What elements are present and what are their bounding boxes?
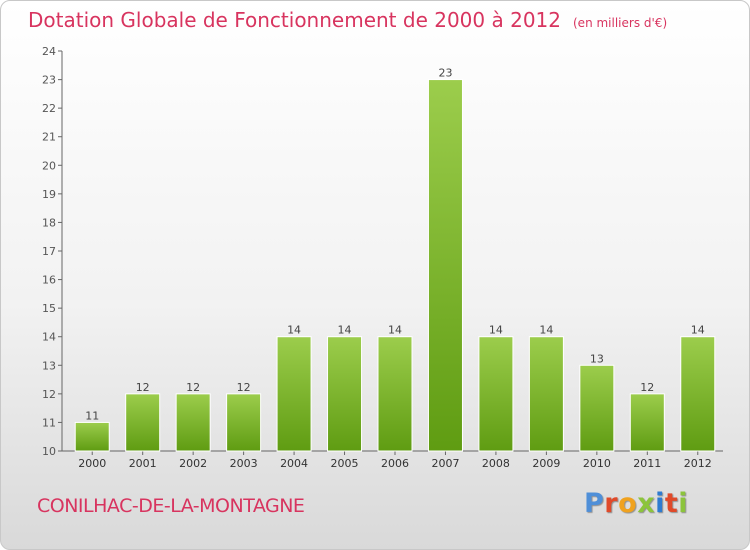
y-tick-label: 18 (42, 216, 56, 229)
y-tick-label: 17 (42, 245, 56, 258)
y-tick-label: 10 (42, 445, 56, 458)
bar-2001 (125, 393, 161, 452)
data-label-2003: 12 (237, 381, 251, 394)
data-label-2012: 14 (691, 324, 705, 337)
data-label-2007: 23 (438, 67, 452, 80)
bar-2007 (427, 79, 463, 452)
y-tick-label: 11 (42, 416, 56, 429)
y-tick-label: 14 (42, 331, 56, 344)
y-tick-label: 16 (42, 274, 56, 287)
x-tick-label-2003: 2003 (230, 457, 258, 470)
bar-2006 (377, 336, 413, 452)
data-label-2001: 12 (136, 381, 150, 394)
bar-2008 (478, 336, 514, 452)
bar-2000 (74, 421, 110, 452)
x-tick-label-2004: 2004 (280, 457, 308, 470)
y-tick-label: 21 (42, 131, 56, 144)
y-tick-label: 15 (42, 302, 56, 315)
x-tick-label-2012: 2012 (684, 457, 712, 470)
x-tick-label-2007: 2007 (431, 457, 459, 470)
data-label-2004: 14 (287, 324, 301, 337)
y-tick-label: 19 (42, 188, 56, 201)
x-tick-label-2005: 2005 (331, 457, 359, 470)
bar-2012 (680, 336, 716, 452)
bar-2010 (579, 364, 615, 452)
y-tick-label: 13 (42, 359, 56, 372)
bar-2009 (528, 336, 564, 452)
data-label-2011: 12 (640, 381, 654, 394)
bar-2004 (276, 336, 312, 452)
chart-title: Dotation Globale de Fonctionnement de 20… (28, 8, 561, 32)
y-tick-label: 12 (42, 388, 56, 401)
x-tick-label-2000: 2000 (78, 457, 106, 470)
x-tick-label-2001: 2001 (129, 457, 157, 470)
data-label-2000: 11 (85, 409, 99, 422)
x-tick-label-2008: 2008 (482, 457, 510, 470)
x-tick-label-2011: 2011 (633, 457, 661, 470)
x-tick-label-2010: 2010 (583, 457, 611, 470)
chart-unit: (en milliers d'€) (573, 16, 668, 30)
data-label-2002: 12 (186, 381, 200, 394)
data-label-2006: 14 (388, 324, 402, 337)
data-label-2010: 13 (590, 352, 604, 365)
x-tick-label-2006: 2006 (381, 457, 409, 470)
y-tick-label: 20 (42, 159, 56, 172)
proxiti-logo: Proxiti (584, 488, 689, 519)
y-tick-label: 22 (42, 102, 56, 115)
bar-2005 (327, 336, 363, 452)
data-label-2009: 14 (539, 324, 553, 337)
x-tick-label-2009: 2009 (532, 457, 560, 470)
y-tick-label: 23 (42, 74, 56, 87)
bar-2003 (226, 393, 262, 452)
chart-title-block: Dotation Globale de Fonctionnement de 20… (28, 8, 667, 32)
bar-2002 (175, 393, 211, 452)
y-tick-label: 24 (42, 45, 56, 58)
x-tick-label-2002: 2002 (179, 457, 207, 470)
data-label-2008: 14 (489, 324, 503, 337)
bar-2011 (629, 393, 665, 452)
city-name: CONILHAC-DE-LA-MONTAGNE (37, 495, 305, 517)
data-label-2005: 14 (338, 324, 352, 337)
